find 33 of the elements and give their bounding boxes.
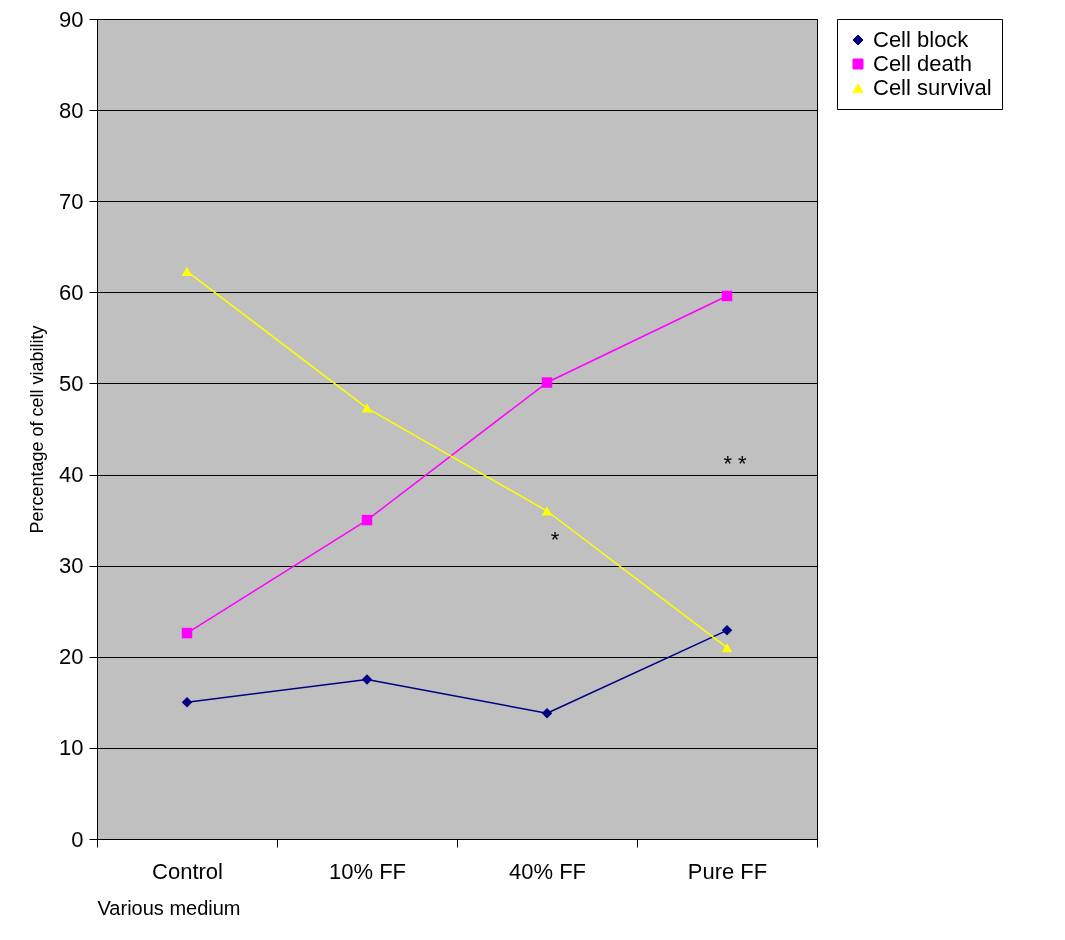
x-tick-label: 10% FF: [328, 858, 407, 884]
point: [721, 290, 733, 302]
x-tick-label: Control: [152, 858, 223, 884]
x-tick-label: Pure FF: [687, 858, 768, 884]
y-tick-label: 20: [59, 644, 84, 670]
y-tick-label: 40: [59, 462, 84, 488]
y-axis-title: Percentage of cell viability: [27, 325, 48, 534]
point: [721, 643, 733, 653]
point: [721, 625, 733, 636]
point: [541, 506, 553, 516]
point: [361, 514, 373, 526]
point: [361, 674, 373, 685]
x-tick-label: 40% FF: [508, 858, 587, 884]
legend-label: Cell death: [873, 51, 973, 76]
annotation: *: [550, 526, 560, 552]
y-tick-label: 90: [59, 6, 84, 32]
y-tick-label: 80: [59, 97, 84, 123]
legend-label: Cell block: [873, 27, 970, 52]
legend-label: Cell survival: [873, 75, 992, 100]
y-tick-label: 70: [59, 188, 84, 214]
point: [361, 403, 373, 413]
y-tick-label: 10: [59, 735, 84, 761]
y-tick-label: 0: [71, 826, 84, 852]
point: [181, 697, 193, 708]
point: [541, 377, 553, 388]
y-tick-label: 50: [59, 370, 84, 396]
y-tick-label: 30: [59, 553, 84, 579]
point: [541, 708, 553, 719]
point: [181, 266, 193, 276]
annotation: * *: [723, 450, 748, 476]
y-tick-label: 60: [59, 279, 84, 305]
x-axis-title: Various medium: [97, 896, 241, 919]
point: [181, 627, 193, 639]
